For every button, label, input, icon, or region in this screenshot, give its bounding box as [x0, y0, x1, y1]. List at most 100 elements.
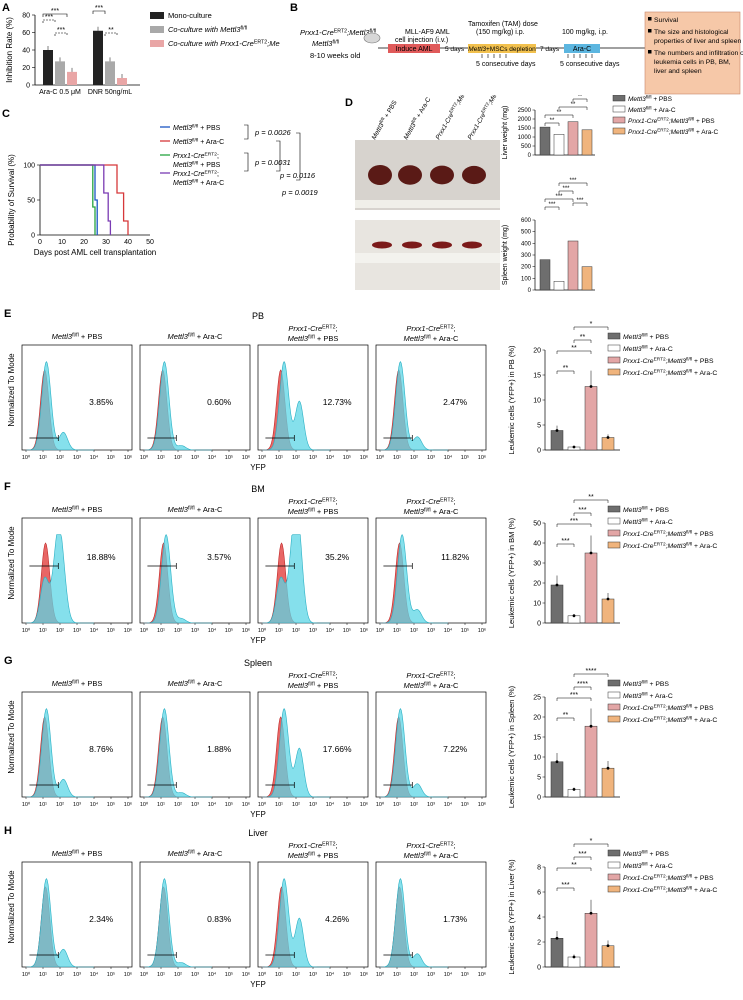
panel-letter-h: H [4, 825, 12, 837]
condition-label: Mettl3fl/fl + Ara-C [168, 679, 223, 688]
gate-percentage: 2.47% [443, 397, 468, 407]
legend-swatch [607, 849, 621, 857]
y-tick-label: 20 [533, 348, 541, 355]
y-tick-label: 0 [537, 448, 541, 455]
legend-swatch [607, 332, 621, 340]
x-tick-label: 10¹ [393, 802, 401, 808]
data-point [555, 936, 559, 940]
x-tick-label: 10⁰ [376, 627, 385, 634]
x-tick-label: 10² [174, 972, 182, 978]
age-label: 8-10 weeks old [310, 51, 360, 60]
sample-histogram [261, 534, 330, 624]
spleen-specimen [462, 241, 482, 249]
data-point [572, 955, 576, 959]
legend-swatch [612, 116, 626, 124]
y-tick-label: 0 [528, 288, 532, 294]
sample-histogram [25, 534, 94, 624]
mouse-label-2: Mettl3fl/fl [312, 39, 339, 48]
sig-bracket [556, 350, 592, 354]
sig-bracket [556, 867, 592, 871]
x-tick-label: 10⁴ [326, 454, 335, 461]
x-tick-label: 10¹ [275, 972, 283, 978]
liver-specimen [398, 165, 422, 185]
sample-histogram [261, 361, 330, 451]
legend-swatch [150, 40, 164, 47]
step2-top: Tamoxifen (TAM) dose [468, 21, 538, 28]
data-point [589, 385, 593, 388]
data-point [555, 583, 559, 587]
gate-percentage: 7.22% [443, 744, 468, 754]
x-tick-label: 10⁶ [360, 801, 368, 808]
x-tick-label: 10⁵ [107, 627, 115, 634]
liver-specimen [462, 165, 486, 185]
sig-label: ** [563, 365, 569, 372]
x-tick-label: 10³ [309, 628, 317, 634]
sample-histogram [143, 708, 212, 798]
condition-label: Prxx1-CreERT2; [406, 324, 455, 333]
x-tick-label: 10⁵ [461, 627, 469, 634]
x-axis-label: Days post AML cell transplantation [34, 248, 156, 257]
legend-swatch [607, 356, 621, 364]
condition-label: Mettl3fl/fl + PBS [288, 851, 339, 860]
sig-label: *** [95, 5, 103, 12]
x-tick-label: 10⁵ [343, 454, 351, 461]
sig-label: *** [561, 538, 569, 545]
x-tick-label: 10⁶ [478, 971, 486, 978]
x-tick-label: 10⁴ [208, 971, 217, 978]
x-tick-label: 10⁶ [242, 971, 250, 978]
y-tick-label: 1500 [518, 126, 532, 132]
sig-label: *** [548, 202, 556, 208]
data-point [555, 760, 559, 764]
x-tick-label: 10⁰ [140, 801, 149, 808]
x-tick-label: 10² [292, 455, 300, 461]
outcome-text: Survival [654, 17, 679, 24]
sample-histogram [379, 361, 448, 451]
sample-histogram [25, 361, 94, 451]
x-tick-label: 20 [80, 239, 88, 246]
x-tick-label: 10³ [427, 628, 435, 634]
y-tick-label: 2500 [518, 108, 532, 114]
x-tick-label: 10⁵ [225, 801, 233, 808]
x-tick-label: 10³ [191, 628, 199, 634]
condition-label: Mettl3fl/fl + Ara-C [404, 507, 459, 516]
condition-label: Mettl3fl/fl + PBS [52, 505, 103, 514]
liver-specimen [430, 165, 454, 185]
outcome-text: properties of liver and spleen [654, 38, 741, 45]
x-tick-label: 10⁰ [258, 801, 267, 808]
sig-bracket [556, 717, 575, 721]
y-tick-label: 400 [521, 241, 532, 247]
x-tick-label: 10¹ [275, 628, 283, 634]
sample-histogram [261, 878, 330, 968]
sig-label: *** [561, 882, 569, 889]
outcome-text: The size and histological [654, 29, 729, 36]
step1-box-label: Induce AML [396, 46, 433, 53]
outcome-text: leukemia cells in PB, BM, [654, 59, 731, 66]
p-value: p = 0.0019 [281, 188, 318, 197]
condition-label: Prxx1-CreERT2; [288, 324, 337, 333]
legend-label: Mettl3fl/fl + PBS [623, 506, 669, 514]
x-tick-label: 10⁶ [242, 454, 250, 461]
sig-label: *** [57, 27, 65, 34]
x-tick-label: 10⁴ [326, 801, 335, 808]
legend-swatch [612, 127, 626, 135]
sig-bracket [573, 339, 592, 343]
flow-y-label: Normalized To Mode [7, 353, 16, 427]
x-tick-label: 10² [410, 455, 418, 461]
legend-label: Prxx1-CreERT2;Mettl3fl/fl + PBS [623, 704, 714, 712]
legend-label: Mettl3fl/fl + Ara-C [173, 138, 224, 146]
bar-1-1 [105, 61, 115, 85]
y-tick-label: 4 [537, 915, 541, 922]
y-tick-label: 60 [22, 30, 30, 37]
x-tick-label: 10³ [191, 455, 199, 461]
y-tick-label: 500 [521, 144, 532, 150]
y-tick-label: 20 [533, 715, 541, 722]
x-tick-label: 10¹ [39, 628, 47, 634]
p-bracket [296, 132, 301, 181]
panel-title: BM [251, 484, 265, 494]
y-tick-label: 2 [537, 940, 541, 947]
sig-label: ** [571, 862, 577, 869]
y-tick-label: 25 [533, 695, 541, 702]
bar-0 [550, 761, 564, 798]
data-point [555, 429, 559, 432]
x-tick-label: 10⁶ [478, 801, 486, 808]
